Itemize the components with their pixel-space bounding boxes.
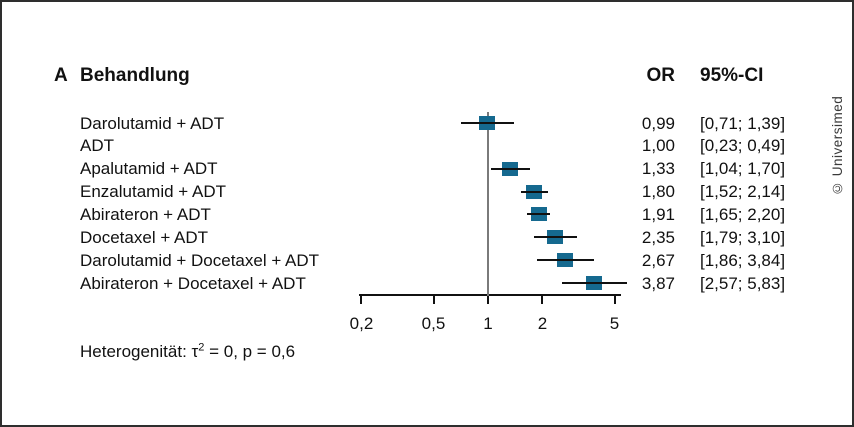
x-axis-tick-label: 5 — [609, 314, 620, 333]
treatment-label: Darolutamid + ADT — [80, 113, 225, 133]
or-value: 0,99 — [641, 113, 675, 133]
ci-value: [2,57; 5,83] — [700, 273, 786, 293]
treatment-label: Abirateron + Docetaxel + ADT — [80, 273, 306, 293]
treatment-label: Docetaxel + ADT — [80, 227, 209, 247]
heterogeneity-footnote: Heterogenität: τ2 = 0, p = 0,6 — [80, 342, 295, 362]
confidence-interval-line — [533, 236, 577, 239]
treatment-label: ADT — [80, 136, 114, 156]
or-value: 1,91 — [641, 204, 675, 224]
treatment-label: Abirateron + ADT — [80, 204, 211, 224]
footnote-superscript: 2 — [198, 341, 205, 354]
x-axis-tick — [432, 296, 435, 304]
confidence-interval-line — [520, 190, 548, 193]
treatment-label: Enzalutamid + ADT — [80, 182, 226, 202]
x-axis-tick — [541, 296, 544, 304]
x-axis-line — [359, 294, 621, 296]
ci-value: [0,71; 1,39] — [700, 113, 786, 133]
x-axis-tick-label: 2 — [537, 314, 548, 333]
confidence-interval-line — [527, 213, 550, 216]
ci-value: [1,79; 3,10] — [700, 227, 786, 247]
ci-value: [1,52; 2,14] — [700, 182, 786, 202]
or-value: 2,67 — [641, 250, 675, 270]
treatment-label: Darolutamid + Docetaxel + ADT — [80, 250, 320, 270]
ci-value: [1,65; 2,20] — [700, 204, 786, 224]
footnote-text-prefix: Heterogenität: τ — [80, 342, 199, 361]
panel-label: A — [54, 65, 68, 86]
x-axis-tick — [613, 296, 616, 304]
confidence-interval-line — [491, 167, 530, 170]
treatment-column-header: Behandlung — [80, 65, 190, 86]
x-axis-tick — [487, 296, 489, 304]
ci-value: [0,23; 0,49] — [700, 136, 786, 156]
x-axis-tick-label: 1 — [483, 314, 493, 333]
or-value: 2,35 — [641, 227, 675, 247]
ci-column-header: 95%-CI — [700, 65, 764, 86]
reference-line — [487, 112, 489, 296]
x-axis-tick-label: 0,5 — [421, 314, 446, 333]
ci-value: [1,86; 3,84] — [700, 250, 786, 270]
confidence-interval-line — [461, 122, 514, 124]
or-value: 1,33 — [641, 159, 675, 179]
x-axis-tick — [360, 296, 363, 304]
ci-value: [1,04; 1,70] — [700, 159, 786, 179]
confidence-interval-line — [536, 259, 594, 262]
treatment-label: Apalutamid + ADT — [80, 159, 218, 179]
or-value: 1,80 — [641, 182, 675, 202]
confidence-interval-line — [562, 282, 627, 285]
or-column-header: OR — [646, 65, 676, 86]
footnote-text-suffix: = 0, p = 0,6 — [204, 342, 296, 361]
x-axis-tick-label: 0,2 — [349, 314, 374, 333]
copyright-watermark: © Universimed — [830, 95, 845, 196]
or-value: 3,87 — [641, 273, 675, 293]
or-value: 1,00 — [641, 136, 675, 156]
